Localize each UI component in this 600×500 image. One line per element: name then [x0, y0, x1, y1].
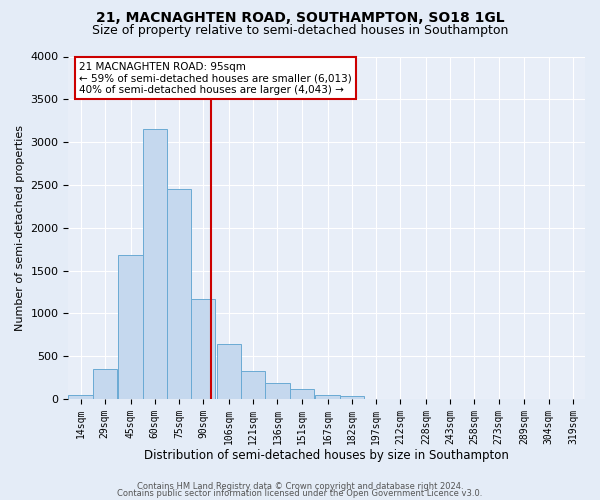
Bar: [290, 388, 314, 399]
Bar: [118, 255, 143, 399]
Text: 21 MACNAGHTEN ROAD: 95sqm
← 59% of semi-detached houses are smaller (6,013)
40% : 21 MACNAGHTEN ROAD: 95sqm ← 59% of semi-…: [79, 62, 352, 95]
Bar: [316, 394, 340, 399]
Bar: [241, 370, 265, 399]
X-axis label: Distribution of semi-detached houses by size in Southampton: Distribution of semi-detached houses by …: [144, 450, 509, 462]
Y-axis label: Number of semi-detached properties: Number of semi-detached properties: [15, 124, 25, 330]
Text: Contains HM Land Registry data © Crown copyright and database right 2024.: Contains HM Land Registry data © Crown c…: [137, 482, 463, 491]
Text: Contains public sector information licensed under the Open Government Licence v3: Contains public sector information licen…: [118, 489, 482, 498]
Bar: [191, 299, 215, 399]
Bar: [265, 382, 290, 399]
Bar: [68, 394, 92, 399]
Bar: [167, 189, 191, 399]
Text: 21, MACNAGHTEN ROAD, SOUTHAMPTON, SO18 1GL: 21, MACNAGHTEN ROAD, SOUTHAMPTON, SO18 1…: [95, 11, 505, 25]
Bar: [340, 396, 364, 399]
Text: Size of property relative to semi-detached houses in Southampton: Size of property relative to semi-detach…: [92, 24, 508, 37]
Bar: [143, 130, 167, 399]
Bar: [92, 368, 117, 399]
Bar: [217, 344, 241, 399]
